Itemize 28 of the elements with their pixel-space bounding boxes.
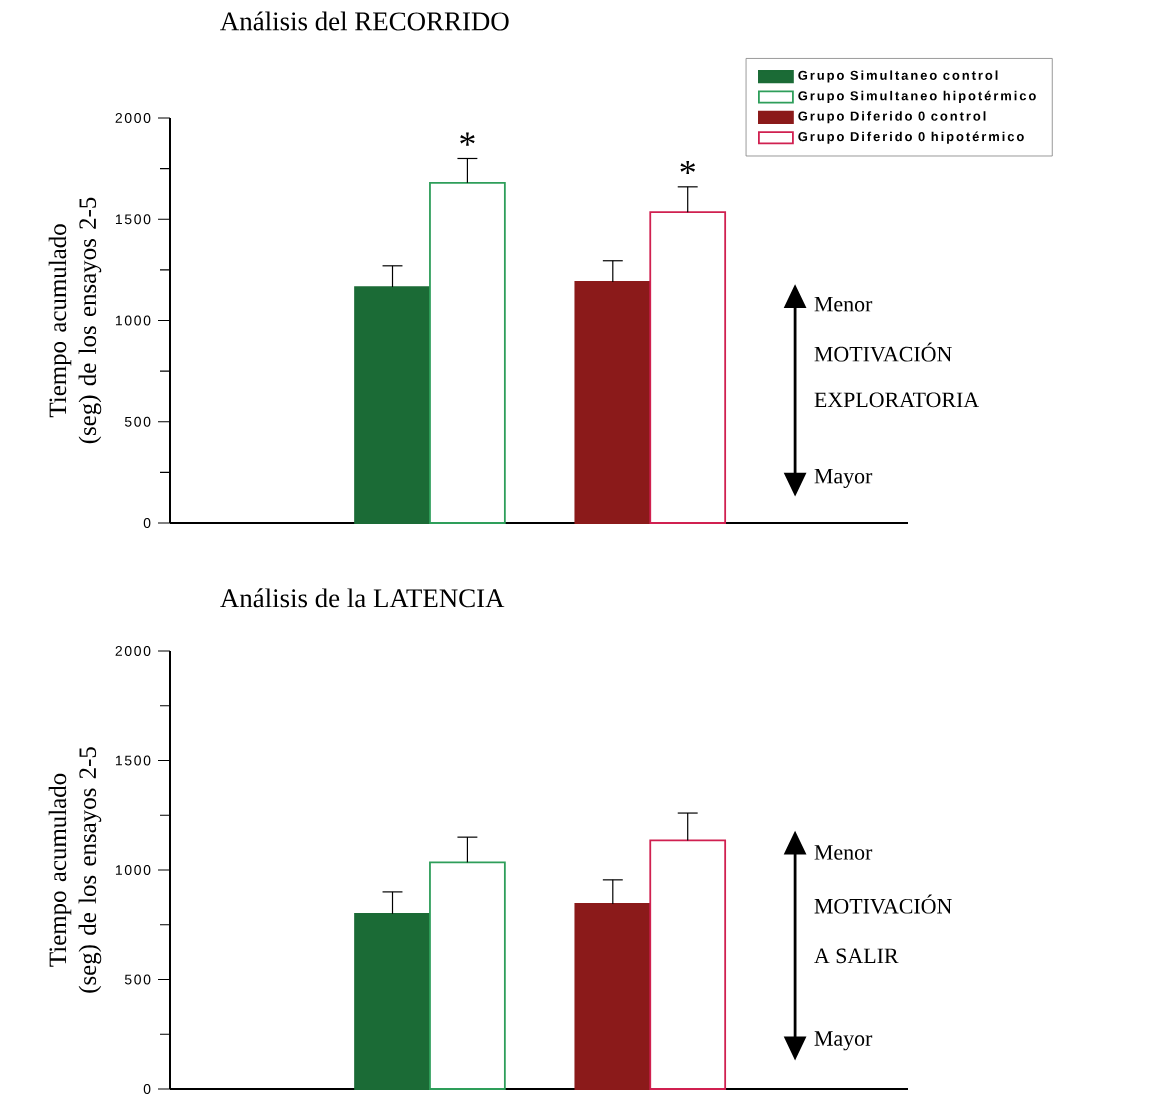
legend-label: Grupo Simultaneo control: [798, 70, 998, 83]
data-label: *: [680, 160, 695, 175]
y-tick-label: 0: [143, 518, 151, 528]
legend-label: Grupo Diferido 0 control: [798, 111, 986, 124]
annotation: Mayor: [814, 468, 873, 488]
chart-title: Análisis del RECORRIDO: [220, 11, 509, 31]
chart-title: Análisis de la LATENCIA: [220, 588, 505, 608]
annotation: Mayor: [814, 1031, 873, 1051]
legend-label: Grupo Simultaneo hipotérmico: [798, 90, 1036, 103]
annotation: MOTIVACIÓN: [814, 894, 952, 914]
legend-label: Grupo Diferido 0 hipotérmico: [798, 131, 1024, 144]
y-tick-label: 500: [124, 416, 151, 427]
y-axis-title: Tiempo acumulado (seg) de los ensayos 2-5: [48, 197, 102, 444]
y-tick-label: 1000: [115, 315, 151, 326]
data-label: *: [460, 132, 475, 146]
annotation: Menor: [814, 297, 873, 312]
y-tick-label: 2000: [115, 113, 151, 123]
annotation: MOTIVACIÓN: [814, 342, 952, 362]
y-tick-label: 500: [124, 974, 151, 985]
annotation: A SALIR: [814, 948, 899, 964]
y-tick-label: 1500: [115, 755, 151, 766]
y-tick-label: 1500: [115, 214, 151, 225]
y-tick-label: 1000: [115, 865, 151, 875]
annotation: EXPLORATORIA: [814, 392, 979, 408]
annotation: Menor: [814, 845, 873, 860]
y-tick-label: 2000: [115, 646, 151, 656]
y-tick-label: 0: [143, 1084, 151, 1094]
y-axis-title: Tiempo acumulado (seg) de los ensayos 2-5: [48, 747, 102, 993]
